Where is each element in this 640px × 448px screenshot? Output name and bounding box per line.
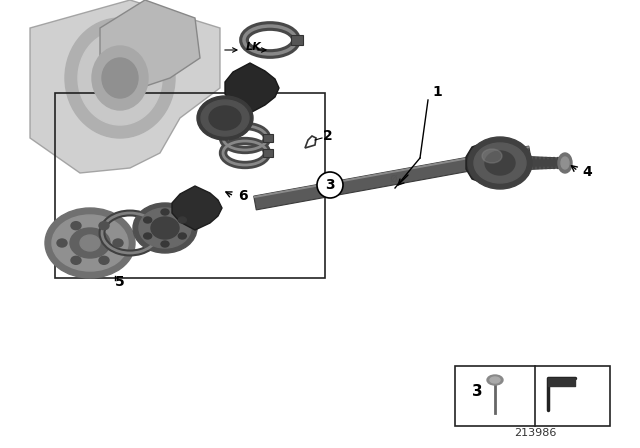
Text: 3: 3 [325,178,335,192]
Ellipse shape [197,96,253,140]
Ellipse shape [468,137,532,189]
Bar [455,366,610,426]
Ellipse shape [536,158,540,168]
Ellipse shape [561,157,569,169]
Ellipse shape [474,143,526,183]
Ellipse shape [520,158,524,168]
Ellipse shape [113,239,123,247]
Ellipse shape [201,100,249,136]
Ellipse shape [548,158,552,168]
Ellipse shape [102,58,138,98]
Ellipse shape [92,46,148,110]
Ellipse shape [65,18,175,138]
Text: 2: 2 [323,129,333,143]
Text: 4: 4 [582,165,592,179]
Ellipse shape [99,256,109,264]
Ellipse shape [485,151,515,175]
Polygon shape [517,156,560,170]
Ellipse shape [52,215,128,271]
Ellipse shape [541,158,543,168]
Ellipse shape [45,208,135,278]
Ellipse shape [71,222,81,230]
Ellipse shape [78,31,162,125]
Circle shape [317,172,343,198]
Ellipse shape [490,377,500,383]
Ellipse shape [179,233,186,239]
Ellipse shape [80,235,100,251]
Ellipse shape [552,158,556,168]
Ellipse shape [143,233,152,239]
Ellipse shape [558,153,572,173]
Ellipse shape [532,158,536,168]
Ellipse shape [143,217,152,223]
Bar [263,134,273,142]
Ellipse shape [71,256,81,264]
Ellipse shape [161,209,169,215]
Polygon shape [100,0,200,88]
Polygon shape [253,146,531,210]
Ellipse shape [482,149,502,163]
Ellipse shape [161,241,169,247]
Ellipse shape [139,208,191,248]
Ellipse shape [57,239,67,247]
Polygon shape [30,0,220,173]
Text: LK: LK [246,42,262,52]
Ellipse shape [133,203,197,253]
Ellipse shape [70,228,110,258]
Text: 6: 6 [238,189,248,203]
Ellipse shape [99,222,109,230]
Polygon shape [203,100,241,136]
Text: 3: 3 [472,384,483,399]
Polygon shape [466,141,518,185]
Ellipse shape [487,375,503,385]
Bar [291,35,303,45]
Polygon shape [253,146,529,198]
Text: 213986: 213986 [514,428,556,438]
Ellipse shape [525,158,527,168]
Bar [55,93,325,278]
Text: ø: ø [389,172,397,185]
Ellipse shape [209,106,241,130]
Text: 1: 1 [432,85,442,99]
Text: 5: 5 [115,275,125,289]
Ellipse shape [151,217,179,239]
Polygon shape [172,186,222,230]
Ellipse shape [557,158,559,168]
Bar [263,149,273,157]
Ellipse shape [545,158,547,168]
Ellipse shape [529,158,531,168]
Polygon shape [225,63,279,113]
Ellipse shape [179,217,186,223]
